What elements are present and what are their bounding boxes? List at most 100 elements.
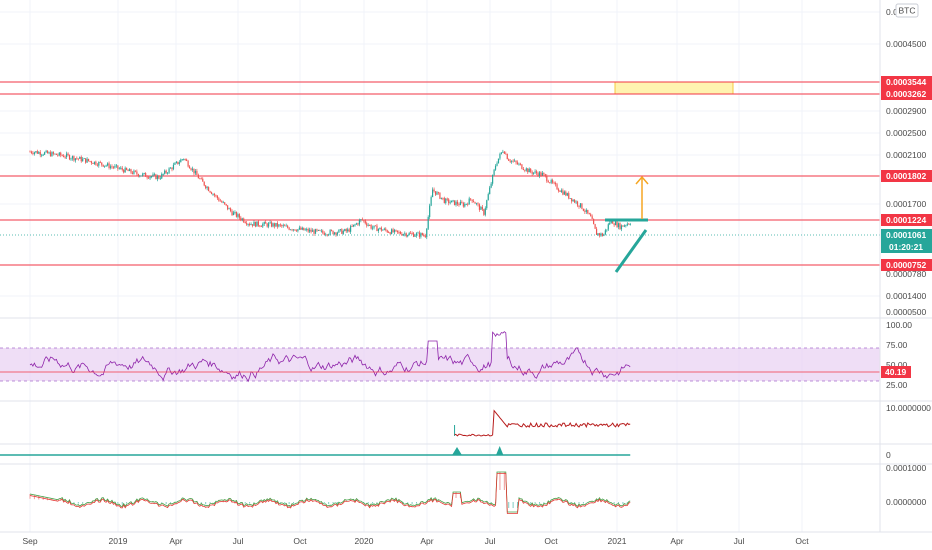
candle-body-24 bbox=[64, 157, 66, 158]
candle-body-145 bbox=[241, 218, 243, 220]
indicator-line bbox=[0, 446, 631, 456]
currency-label: BTC bbox=[899, 6, 916, 16]
candle-body-97 bbox=[171, 167, 173, 170]
macd-bar-642 bbox=[367, 502, 369, 504]
macd-bar-459 bbox=[99, 500, 101, 502]
candle-body-80 bbox=[146, 176, 148, 178]
candle-body-51 bbox=[104, 165, 106, 167]
candle-body-140 bbox=[234, 211, 236, 213]
candle-body-143 bbox=[238, 214, 240, 218]
candle-body-332 bbox=[515, 160, 517, 163]
candle-body-43 bbox=[92, 163, 94, 164]
level-tag-1 bbox=[881, 88, 932, 100]
level-tag-label-4: 0.0000752 bbox=[886, 260, 926, 270]
candle-body-221 bbox=[352, 224, 355, 227]
candle-body-189 bbox=[306, 229, 308, 230]
candle-body-170 bbox=[278, 224, 280, 227]
candle-body-262 bbox=[412, 233, 415, 237]
candle-body-15 bbox=[51, 152, 53, 157]
candle-body-40 bbox=[87, 158, 90, 162]
candle-body-341 bbox=[528, 168, 530, 173]
candle-body-227 bbox=[361, 219, 363, 221]
candle-body-89 bbox=[159, 178, 161, 180]
candle-body-61 bbox=[118, 168, 120, 170]
rsi-value-tag bbox=[881, 366, 911, 378]
macd-bar-522 bbox=[192, 499, 194, 501]
candle-body-47 bbox=[98, 162, 100, 166]
candle-body-192 bbox=[310, 229, 312, 232]
candle-body-276 bbox=[433, 189, 435, 192]
candle-body-27 bbox=[68, 155, 71, 160]
candle-body-280 bbox=[439, 192, 441, 199]
candle-body-100 bbox=[175, 161, 177, 164]
macd-bar-591 bbox=[293, 502, 295, 504]
candle-body-270 bbox=[424, 235, 426, 238]
macd-bar-546 bbox=[227, 499, 229, 502]
currency-badge[interactable] bbox=[895, 3, 919, 18]
macd-bar-615 bbox=[328, 502, 330, 505]
candle-body-92 bbox=[164, 170, 166, 174]
candle-body-389 bbox=[598, 233, 601, 236]
candle-body-120 bbox=[205, 185, 207, 189]
macd-bar-645 bbox=[372, 502, 374, 504]
price-axis: 0.0 0.0004500 0.0002900 0.0002500 0.0002100 0… bbox=[886, 0, 931, 507]
candle-body-44 bbox=[93, 161, 96, 164]
candle-body-225 bbox=[358, 220, 360, 225]
macd-bar-621 bbox=[336, 502, 338, 504]
candle-body-285 bbox=[446, 198, 448, 200]
candle-body-213 bbox=[341, 229, 343, 234]
candle-body-387 bbox=[595, 228, 598, 235]
candle-body-242 bbox=[383, 228, 385, 230]
candle-body-46 bbox=[96, 164, 98, 166]
macd-bar-675 bbox=[415, 502, 417, 504]
candle-body-93 bbox=[165, 170, 167, 173]
candle-body-377 bbox=[581, 203, 583, 209]
candle-body-364 bbox=[562, 190, 564, 195]
countdown-tag bbox=[881, 241, 932, 253]
candle-body-273 bbox=[429, 205, 431, 218]
indicator-tick: 0 bbox=[886, 450, 891, 460]
candle-body-177 bbox=[288, 227, 290, 230]
candle-body-238 bbox=[377, 228, 380, 232]
candle-body-124 bbox=[210, 192, 213, 195]
time-tick-7: Jul bbox=[485, 536, 496, 546]
rsi-value-label: 40.19 bbox=[885, 367, 907, 377]
candle-body-41 bbox=[89, 161, 91, 162]
candle-body-405 bbox=[622, 225, 624, 227]
candle-body-65 bbox=[124, 167, 126, 173]
candle-body-162 bbox=[266, 223, 268, 227]
candle-body-272 bbox=[427, 217, 429, 229]
candle-body-355 bbox=[549, 182, 551, 184]
candle-body-94 bbox=[167, 172, 169, 174]
candle-body-255 bbox=[402, 234, 404, 236]
candle-body-294 bbox=[459, 201, 462, 206]
candle-body-305 bbox=[475, 203, 478, 205]
candle-body-402 bbox=[617, 223, 620, 228]
candle-body-131 bbox=[221, 201, 223, 203]
triangle-bottom-line bbox=[614, 229, 648, 273]
macd-bar-489 bbox=[143, 498, 145, 501]
candle-body-1 bbox=[30, 151, 33, 153]
candle-body-236 bbox=[374, 225, 377, 227]
candle-body-83 bbox=[150, 176, 153, 178]
candle-body-246 bbox=[389, 232, 391, 234]
candle-body-161 bbox=[265, 222, 267, 224]
candle-body-98 bbox=[172, 164, 175, 170]
candle-body-13 bbox=[48, 152, 50, 154]
candle-body-230 bbox=[366, 223, 368, 226]
macd-bar-597 bbox=[301, 500, 303, 502]
candle-body-215 bbox=[344, 229, 346, 231]
candle-body-318 bbox=[494, 165, 497, 170]
candle-body-87 bbox=[156, 175, 158, 180]
price-tick-5: 0.0001400 bbox=[886, 291, 926, 301]
candle-body-14 bbox=[49, 152, 52, 157]
time-tick-9: 2021 bbox=[608, 536, 627, 546]
level-tag-label-2: 0.0001802 bbox=[886, 171, 926, 181]
candle-body-392 bbox=[603, 234, 605, 236]
candle-body-32 bbox=[76, 158, 78, 160]
candle-body-357 bbox=[552, 180, 554, 183]
candle-body-113 bbox=[194, 170, 197, 174]
candle-body-304 bbox=[474, 202, 476, 204]
candle-body-53 bbox=[106, 163, 109, 166]
